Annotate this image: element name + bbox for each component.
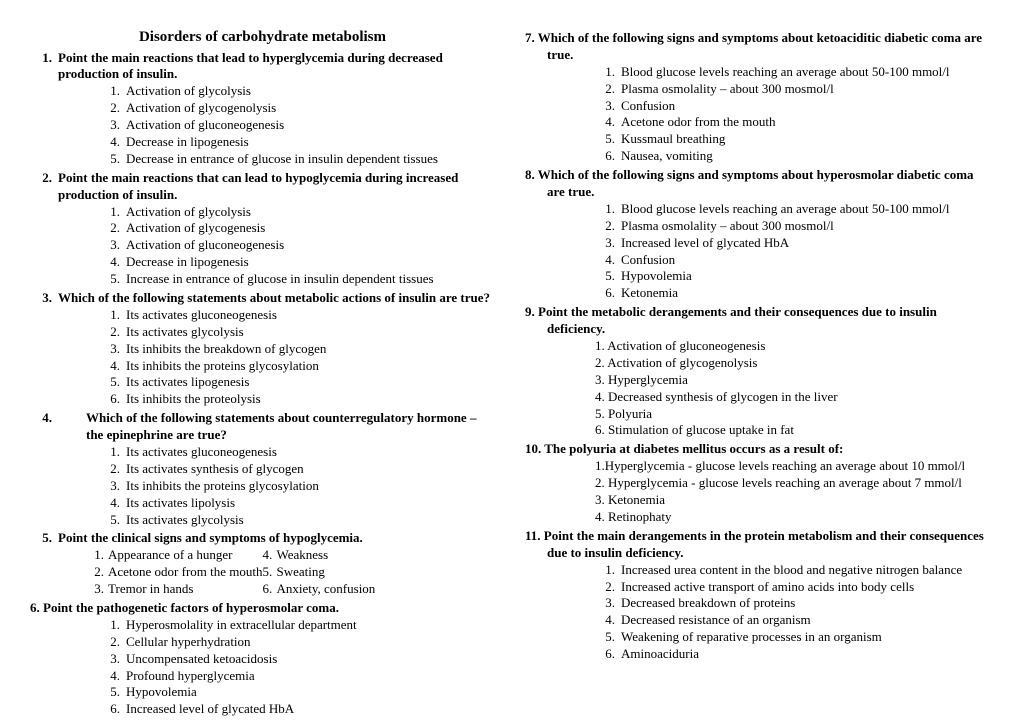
answer-item: 1. Activation of glycolysis <box>30 204 495 221</box>
answer-item: 4. Weakness <box>263 547 496 564</box>
answer-item: 2. Acetone odor from the mouth <box>30 564 263 581</box>
answers-q11: 1. Increased urea content in the blood a… <box>525 562 990 663</box>
answer-item: 4. Its activates lipolysis <box>30 495 495 512</box>
question-10: 10. The polyuria at diabetes mellitus oc… <box>525 441 990 458</box>
question-2: 2. Point the main reactions that can lea… <box>30 170 495 204</box>
answer-item: 5. Hypovolemia <box>525 268 990 285</box>
question-4: 4. Which of the following statements abo… <box>30 410 495 444</box>
answer-item: 2. Activation of glycogenolysis <box>30 100 495 117</box>
answer-item: 3. Tremor in hands <box>30 581 263 598</box>
answer-item: 2. Plasma osmolality – about 300 mosmol/… <box>525 81 990 98</box>
question-8: 8. Which of the following signs and symp… <box>525 167 990 201</box>
answer-item: 3. Increased level of glycated HbA <box>525 235 990 252</box>
question-5: 5. Point the clinical signs and symptoms… <box>30 530 495 547</box>
answer-item: 2. Activation of glycogenolysis <box>525 355 990 372</box>
answers-q5: 1. Appearance of a hunger 2. Acetone odo… <box>30 547 495 598</box>
right-column: 7. Which of the following signs and symp… <box>525 28 990 718</box>
answer-item: 5. Increase in entrance of glucose in in… <box>30 271 495 288</box>
answer-item: 1. Activation of glycolysis <box>30 83 495 100</box>
answers-q1: 1. Activation of glycolysis 2. Activatio… <box>30 83 495 167</box>
answer-item: 4. Decreased resistance of an organism <box>525 612 990 629</box>
answer-item: 4. Confusion <box>525 252 990 269</box>
answer-item: 5. Polyuria <box>525 406 990 423</box>
answer-item: 4. Decreased synthesis of glycogen in th… <box>525 389 990 406</box>
answer-item: 1. Increased urea content in the blood a… <box>525 562 990 579</box>
answer-item: 1. Blood glucose levels reaching an aver… <box>525 64 990 81</box>
answers-q10: 1.Hyperglycemia - glucose levels reachin… <box>525 458 990 526</box>
answer-item: 5. Its activates glycolysis <box>30 512 495 529</box>
answer-item: 6. Nausea, vomiting <box>525 148 990 165</box>
answer-item: 3. Decreased breakdown of proteins <box>525 595 990 612</box>
page: Disorders of carbohydrate metabolism 1. … <box>0 0 1020 728</box>
answers-q4: 1. Its activates gluconeogenesis 2. Its … <box>30 444 495 528</box>
question-3: 3. Which of the following statements abo… <box>30 290 495 307</box>
question-1: 1. Point the main reactions that lead to… <box>30 50 495 84</box>
question-9: 9. Point the metabolic derangements and … <box>525 304 990 338</box>
answer-item: 2. Activation of glycogenesis <box>30 220 495 237</box>
answer-item: 3. Confusion <box>525 98 990 115</box>
answer-item: 2. Plasma osmolality – about 300 mosmol/… <box>525 218 990 235</box>
answer-item: 3. Hyperglycemia <box>525 372 990 389</box>
answer-item: 6. Stimulation of glucose uptake in fat <box>525 422 990 439</box>
answer-item: 3. Activation of gluconeogenesis <box>30 117 495 134</box>
answer-item: 4. Its inhibits the proteins glycosylati… <box>30 358 495 375</box>
answers-q7: 1. Blood glucose levels reaching an aver… <box>525 64 990 165</box>
answer-item: 3. Its inhibits the breakdown of glycoge… <box>30 341 495 358</box>
doc-title: Disorders of carbohydrate metabolism <box>30 28 495 48</box>
answer-item: 4. Decrease in lipogenesis <box>30 134 495 151</box>
answer-item: 2. Cellular hyperhydration <box>30 634 495 651</box>
answer-item: 6. Its inhibits the proteolysis <box>30 391 495 408</box>
answers-q3: 1. Its activates gluconeogenesis 2. Its … <box>30 307 495 408</box>
answers-q6: 1. Hyperosmolality in extracellular depa… <box>30 617 495 718</box>
answer-item: 6. Increased level of glycated HbA <box>30 701 495 718</box>
answer-item: 4. Decrease in lipogenesis <box>30 254 495 271</box>
answer-item: 2. Its activates synthesis of glycogen <box>30 461 495 478</box>
answer-item: 1. Activation of gluconeogenesis <box>525 338 990 355</box>
answer-item: 1. Its activates gluconeogenesis <box>30 444 495 461</box>
answer-item: 5. Hypovolemia <box>30 684 495 701</box>
answer-item: 4. Profound hyperglycemia <box>30 668 495 685</box>
answer-item: 2. Its activates glycolysis <box>30 324 495 341</box>
answer-item: 6. Anxiety, confusion <box>263 581 496 598</box>
answer-item: 1. Appearance of a hunger <box>30 547 263 564</box>
answers-q8: 1. Blood glucose levels reaching an aver… <box>525 201 990 302</box>
answer-item: 1. Blood glucose levels reaching an aver… <box>525 201 990 218</box>
answers-q2: 1. Activation of glycolysis 2. Activatio… <box>30 204 495 288</box>
answer-item: 1. Its activates gluconeogenesis <box>30 307 495 324</box>
answer-item: 3. Activation of gluconeogenesis <box>30 237 495 254</box>
answer-item: 1. Hyperosmolality in extracellular depa… <box>30 617 495 634</box>
answer-item: 5. Decrease in entrance of glucose in in… <box>30 151 495 168</box>
left-column: Disorders of carbohydrate metabolism 1. … <box>30 28 495 718</box>
answer-item: 3. Ketonemia <box>525 492 990 509</box>
answer-item: 5. Kussmaul breathing <box>525 131 990 148</box>
answer-item: 6. Aminoaciduria <box>525 646 990 663</box>
answer-item: 3. Uncompensated ketoacidosis <box>30 651 495 668</box>
answer-item: 5. Its activates lipogenesis <box>30 374 495 391</box>
answer-item: 1.Hyperglycemia - glucose levels reachin… <box>525 458 990 475</box>
answer-item: 2. Hyperglycemia - glucose levels reachi… <box>525 475 990 492</box>
answer-item: 5. Sweating <box>263 564 496 581</box>
question-7: 7. Which of the following signs and symp… <box>525 30 990 64</box>
question-11: 11. Point the main derangements in the p… <box>525 528 990 562</box>
question-6: 6. Point the pathogenetic factors of hyp… <box>30 600 495 617</box>
answers-q9: 1. Activation of gluconeogenesis 2. Acti… <box>525 338 990 439</box>
answer-item: 4. Retinophaty <box>525 509 990 526</box>
answer-item: 4. Acetone odor from the mouth <box>525 114 990 131</box>
answer-item: 6. Ketonemia <box>525 285 990 302</box>
answer-item: 5. Weakening of reparative processes in … <box>525 629 990 646</box>
answer-item: 3. Its inhibits the proteins glycosylati… <box>30 478 495 495</box>
answer-item: 2. Increased active transport of amino a… <box>525 579 990 596</box>
